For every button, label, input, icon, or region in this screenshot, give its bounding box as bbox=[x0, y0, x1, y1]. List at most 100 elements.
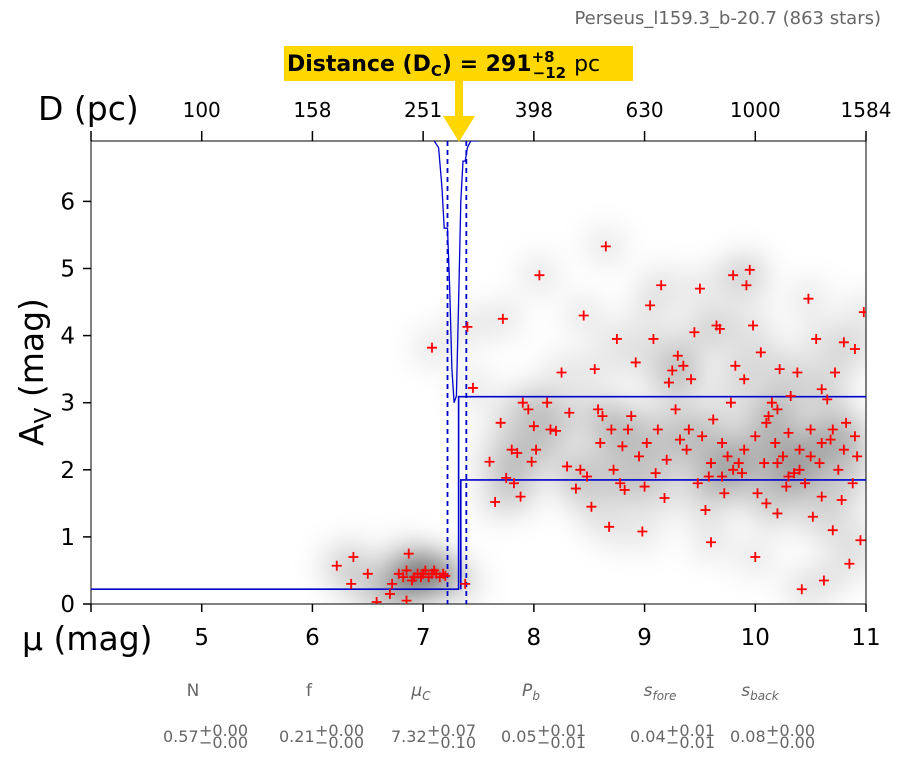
star-marker bbox=[348, 552, 359, 563]
star-marker bbox=[849, 344, 860, 355]
model-line-lower bbox=[460, 479, 866, 590]
star-marker bbox=[659, 492, 670, 503]
star-marker bbox=[800, 478, 811, 489]
star-marker bbox=[700, 505, 711, 516]
param-name: μC bbox=[410, 681, 431, 703]
star-marker bbox=[763, 411, 774, 422]
star-marker bbox=[438, 568, 449, 579]
star-marker bbox=[384, 588, 395, 599]
star-marker bbox=[401, 595, 412, 604]
star-marker bbox=[766, 397, 777, 408]
y-tick-label: 5 bbox=[60, 256, 75, 282]
star-marker bbox=[805, 424, 816, 435]
star-marker bbox=[661, 454, 672, 465]
star-marker bbox=[582, 471, 592, 482]
star-marker bbox=[467, 382, 478, 393]
star-marker bbox=[805, 451, 816, 462]
star-marker bbox=[652, 424, 663, 435]
star-marker bbox=[637, 526, 648, 537]
star-marker bbox=[692, 478, 703, 489]
star-marker bbox=[783, 471, 794, 482]
star-marker bbox=[639, 481, 650, 492]
param-lower: −0.00 bbox=[766, 733, 815, 752]
star-marker bbox=[733, 458, 744, 469]
param-value: 0.21 bbox=[279, 727, 315, 746]
star-marker bbox=[722, 451, 733, 462]
top-tick-label: 100 bbox=[183, 98, 221, 122]
param-upper: +0.01 bbox=[666, 721, 715, 740]
star-marker bbox=[717, 471, 728, 482]
distance-posterior bbox=[433, 141, 479, 403]
star-marker bbox=[789, 468, 800, 479]
model-line bbox=[91, 395, 866, 590]
star-marker bbox=[578, 310, 589, 321]
star-marker bbox=[730, 360, 741, 371]
star-marker bbox=[714, 323, 725, 334]
star-marker bbox=[772, 458, 783, 469]
star-marker bbox=[836, 494, 847, 505]
star-marker bbox=[794, 444, 805, 455]
star-marker bbox=[728, 270, 739, 281]
star-marker bbox=[622, 424, 633, 435]
param-name: Pb bbox=[522, 681, 540, 703]
star-marker bbox=[694, 283, 705, 294]
model-lines bbox=[91, 141, 866, 604]
star-marker bbox=[615, 478, 626, 489]
star-marker bbox=[719, 488, 730, 499]
star-marker bbox=[515, 491, 526, 502]
y-axis: 0 1 2 3 4 5 6 bbox=[60, 189, 91, 618]
param-name: sback bbox=[741, 681, 779, 703]
star-marker bbox=[814, 458, 825, 469]
star-marker bbox=[725, 397, 736, 408]
star-marker bbox=[822, 394, 833, 405]
star-marker bbox=[759, 458, 770, 469]
star-marker bbox=[849, 431, 860, 442]
star-marker bbox=[523, 404, 534, 415]
star-marker bbox=[777, 451, 788, 462]
star-marker bbox=[490, 497, 501, 508]
star-marker bbox=[827, 525, 838, 536]
param-lower: −0.00 bbox=[199, 733, 248, 752]
chart-title: Perseus_l159.3_b-20.7 (863 stars) bbox=[574, 8, 881, 29]
density-map bbox=[321, 231, 866, 604]
star-marker bbox=[641, 437, 652, 448]
star-marker bbox=[686, 374, 697, 385]
top-tick-label: 251 bbox=[404, 98, 442, 122]
star-marker bbox=[844, 558, 855, 569]
param-upper: +0.00 bbox=[199, 721, 248, 740]
star-marker bbox=[398, 572, 409, 583]
param-value: 0.04 bbox=[630, 727, 666, 746]
star-marker bbox=[626, 411, 637, 422]
density-blob bbox=[848, 297, 866, 328]
star-marker bbox=[833, 464, 844, 475]
star-marker bbox=[739, 374, 750, 385]
y-tick-label: 3 bbox=[60, 391, 75, 417]
star-marker bbox=[611, 333, 622, 344]
star-marker bbox=[741, 280, 752, 291]
star-marker bbox=[774, 364, 785, 375]
star-marker bbox=[841, 417, 852, 428]
param-value: 0.57 bbox=[163, 727, 199, 746]
star-marker bbox=[551, 425, 561, 436]
star-marker bbox=[656, 280, 667, 291]
x-axis: 5 6 7 8 9 10 11 bbox=[90, 604, 881, 651]
param-upper: +0.07 bbox=[427, 721, 476, 740]
star-marker bbox=[593, 404, 604, 415]
star-marker bbox=[739, 444, 750, 455]
param-value: 0.08 bbox=[730, 727, 766, 746]
param-lower: −0.01 bbox=[537, 733, 586, 752]
star-marker bbox=[634, 451, 645, 462]
star-marker bbox=[678, 360, 689, 371]
param-upper: +0.00 bbox=[766, 721, 815, 740]
star-marker bbox=[750, 552, 761, 563]
star-marker bbox=[619, 484, 630, 495]
distance-arrow bbox=[443, 81, 475, 142]
star-marker bbox=[761, 498, 772, 509]
distance-annotation: Distance (DC) = 291+8 −12 pc bbox=[284, 46, 633, 142]
star-marker bbox=[858, 307, 866, 318]
star-marker bbox=[556, 367, 567, 378]
param-value: 0.05 bbox=[501, 727, 537, 746]
